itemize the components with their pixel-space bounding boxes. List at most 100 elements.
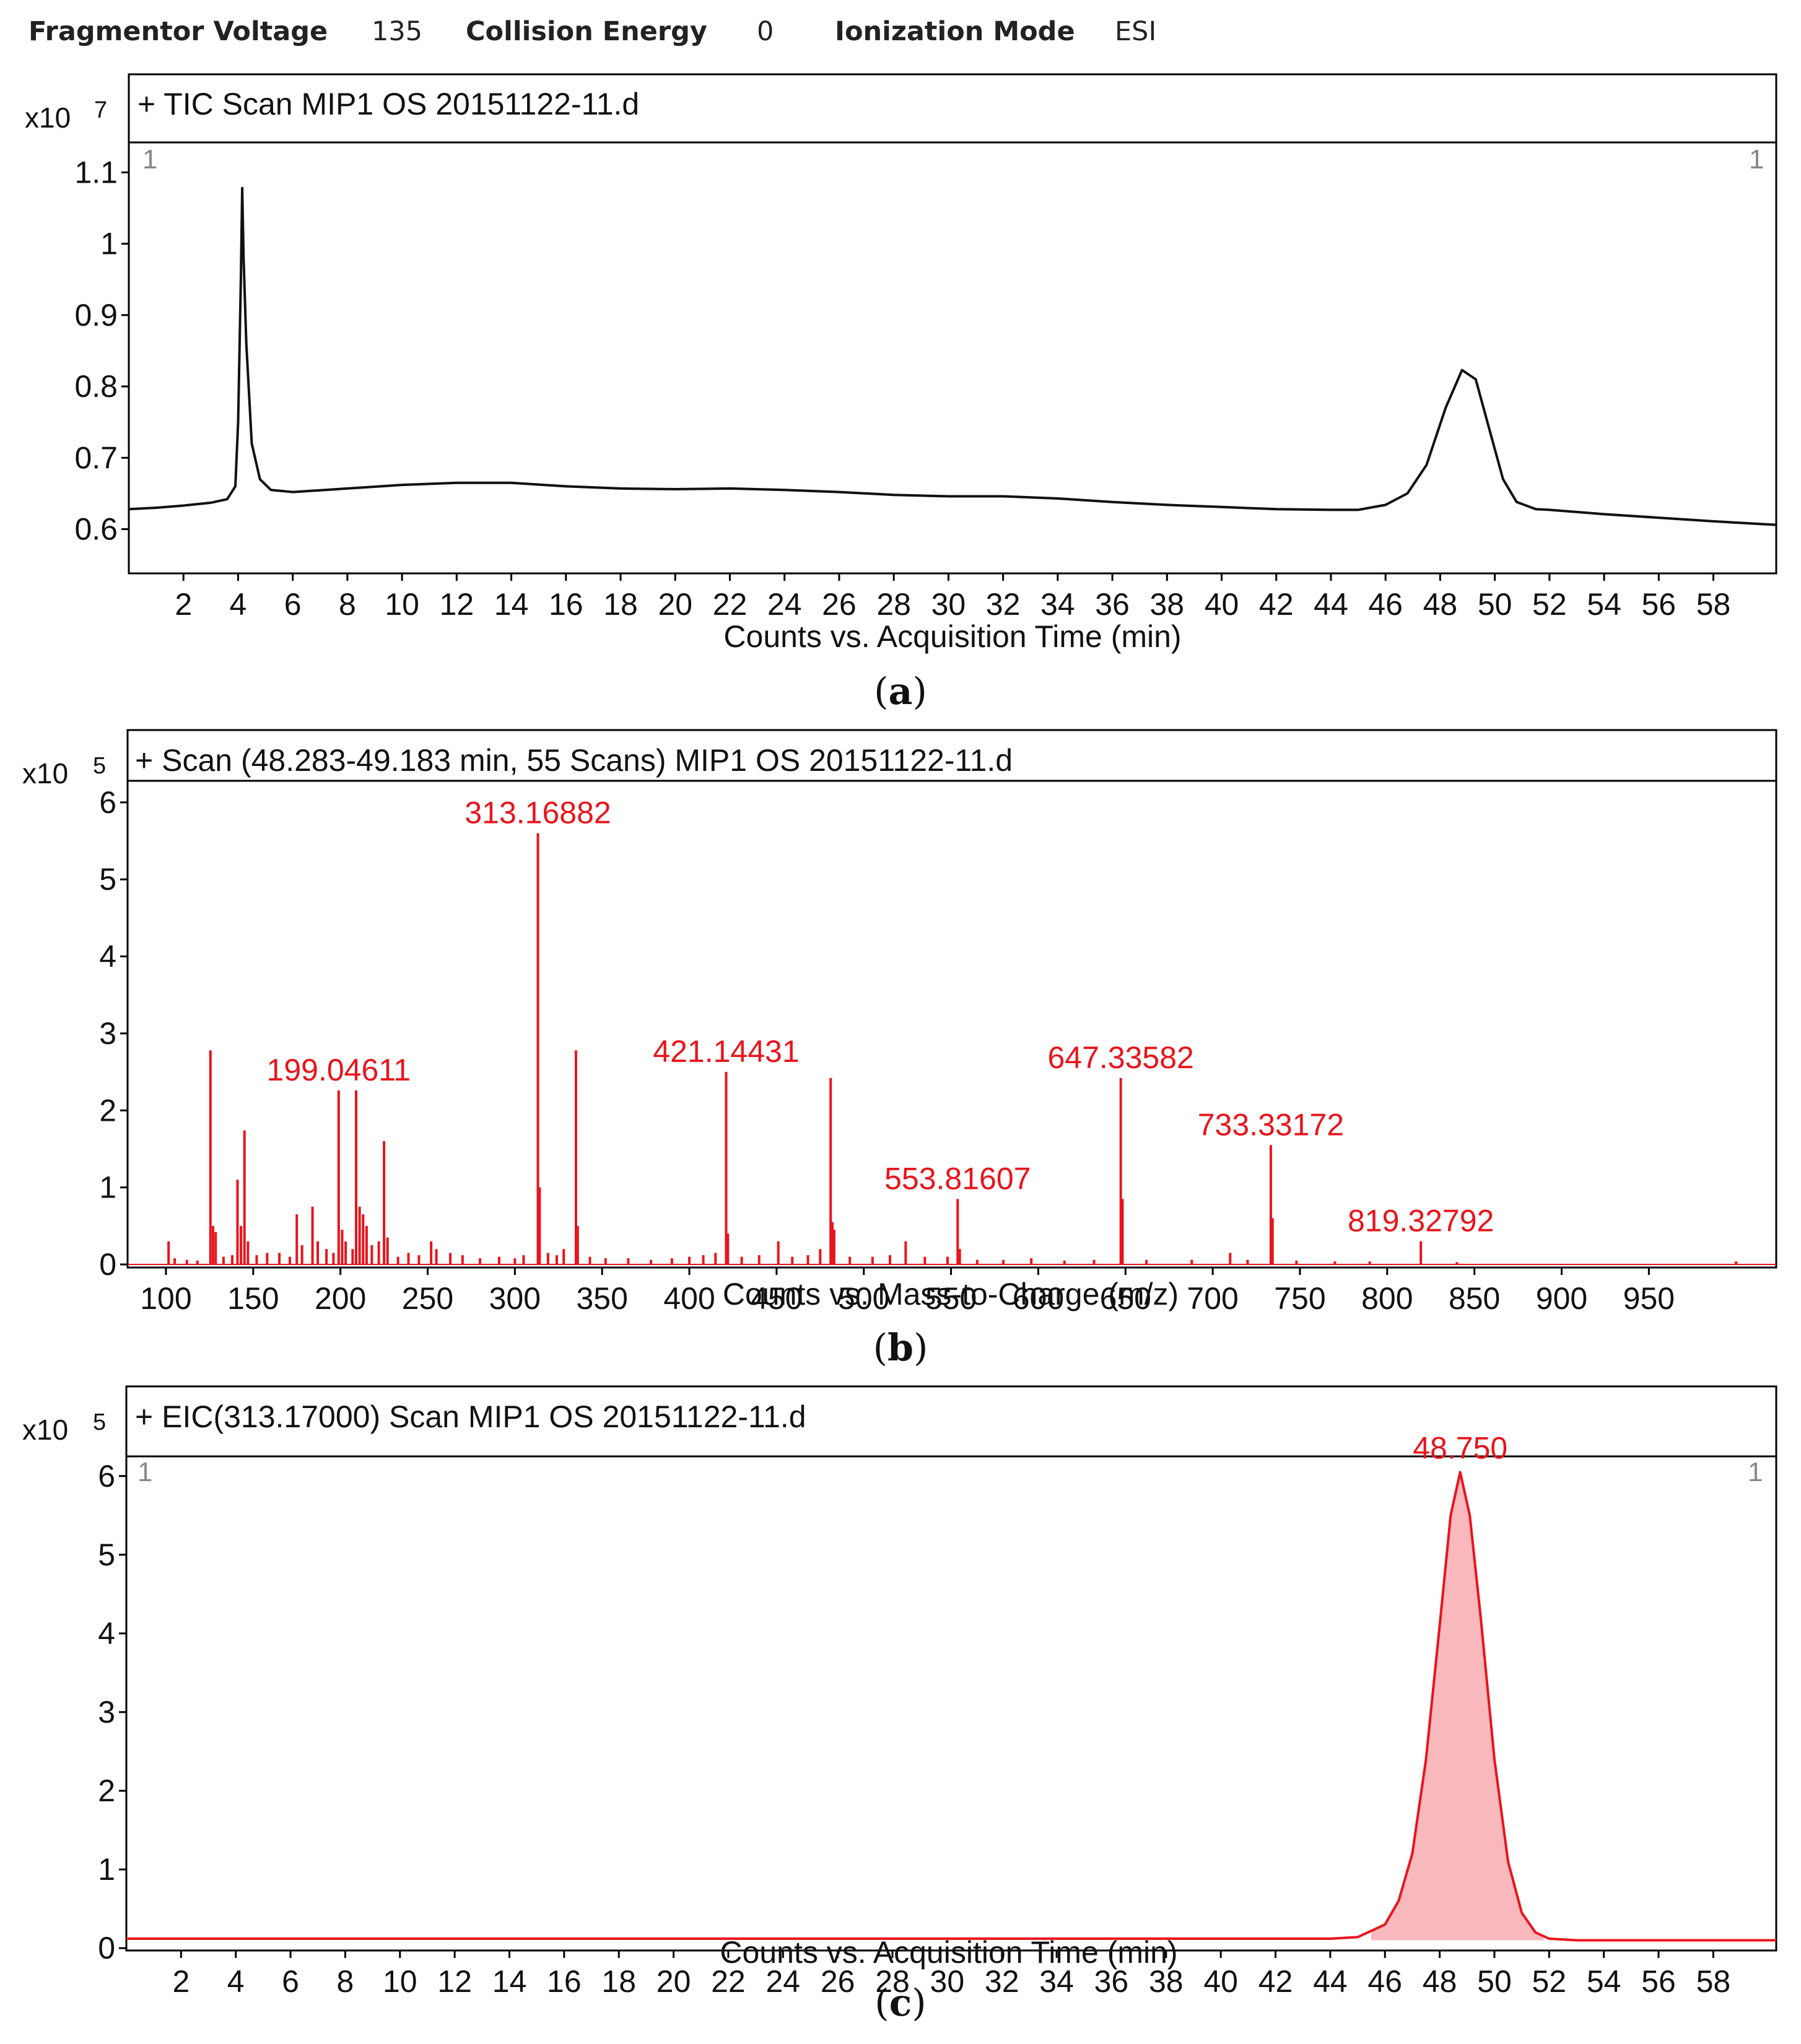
x-tick-label: 4 (227, 1964, 245, 1999)
x-axis-label: Counts vs. Acquisition Time (min) (720, 1935, 1177, 1970)
x-tick-label: 20 (658, 587, 692, 622)
peak-mz-label: 647.33582 (1047, 1040, 1193, 1075)
x-tick-label: 46 (1368, 587, 1403, 622)
x-tick-label: 34 (1040, 587, 1075, 622)
x-tick-label: 58 (1696, 587, 1731, 622)
x-tick-label: 14 (494, 587, 529, 622)
ionization-mode-value: ESI (1115, 16, 1157, 47)
x-tick-label: 48 (1423, 1964, 1457, 1999)
y-tick-label: 4 (99, 939, 116, 974)
fragmentor-voltage-value: 135 (372, 16, 423, 47)
x-tick-label: 750 (1274, 1281, 1325, 1316)
x-tick-label: 36 (1095, 587, 1130, 622)
x-tick-label: 150 (227, 1281, 279, 1316)
eic-series-line (126, 1471, 1776, 1942)
x-tick-label: 10 (383, 1964, 417, 1999)
x-tick-label: 400 (663, 1281, 715, 1316)
mass-spectrum-chart: + Scan (48.283-49.183 min, 55 Scans) MIP… (22, 729, 1777, 1316)
x-tick-label: 250 (402, 1281, 453, 1316)
x-tick-label: 34 (1039, 1964, 1074, 1999)
x-tick-label: 6 (282, 1964, 299, 1999)
peak-mz-label: 819.32792 (1348, 1204, 1494, 1238)
tic-series-line (128, 186, 1777, 526)
x-tick-label: 10 (385, 587, 419, 622)
peak-mz-label: 553.81607 (884, 1161, 1031, 1196)
x-axis-label: Counts vs. Mass-to-Charge (m/z) (723, 1277, 1179, 1311)
y-multiplier-exponent: 7 (94, 97, 107, 123)
x-tick-label: 30 (930, 1964, 965, 1999)
plot-frame (125, 1385, 1777, 1952)
x-tick-label: 38 (1149, 587, 1184, 622)
fragmentor-voltage-label: Fragmentor Voltage (28, 16, 328, 47)
x-tick-label: 8 (339, 587, 356, 622)
x-tick-label: 24 (765, 1964, 800, 1999)
caption-a: (a) (874, 670, 927, 713)
x-tick-label: 22 (711, 1964, 746, 1999)
x-tick-label: 20 (656, 1964, 691, 1999)
y-multiplier-base: x10 (22, 757, 68, 789)
x-tick-label: 8 (337, 1964, 354, 1999)
collision-energy-value: 0 (757, 16, 774, 47)
x-tick-label: 16 (547, 1964, 582, 1999)
collision-energy-label: Collision Energy (466, 16, 707, 47)
y-tick-label: 6 (99, 785, 116, 820)
x-tick-label: 300 (489, 1281, 541, 1316)
caption-c: (c) (874, 1981, 927, 2025)
x-tick-label: 50 (1478, 587, 1512, 622)
x-axis-label: Counts vs. Acquisition Time (min) (723, 619, 1181, 654)
panel-index-left: 1 (142, 144, 157, 175)
x-tick-label: 2 (175, 587, 192, 622)
y-tick-label: 1.1 (74, 155, 118, 189)
x-tick-label: 28 (875, 1964, 910, 1999)
x-tick-label: 58 (1696, 1964, 1731, 1999)
x-tick-label: 800 (1361, 1281, 1413, 1316)
chart-title: + EIC(313.17000) Scan MIP1 OS 20151122-1… (135, 1399, 806, 1434)
x-tick-label: 54 (1587, 1964, 1621, 1999)
ionization-mode-label: Ionization Mode (835, 16, 1075, 47)
x-tick-label: 32 (986, 587, 1021, 622)
x-tick-label: 26 (822, 587, 857, 622)
x-tick-label: 14 (492, 1964, 527, 1999)
peak-retention-time-label: 48.750 (1413, 1430, 1507, 1465)
x-tick-label: 22 (713, 587, 748, 622)
eic-chart: + EIC(313.17000) Scan MIP1 OS 20151122-1… (22, 1385, 1777, 1999)
y-tick-label: 1 (99, 1170, 116, 1205)
x-tick-label: 52 (1532, 1964, 1567, 1999)
x-tick-label: 46 (1367, 1964, 1402, 1999)
x-tick-label: 50 (1477, 1964, 1512, 1999)
y-tick-label: 0 (99, 1247, 116, 1282)
y-multiplier-exponent: 5 (93, 753, 106, 779)
plot-frame (128, 73, 1777, 575)
x-tick-label: 54 (1587, 587, 1621, 622)
caption-b: (b) (873, 1326, 928, 1370)
y-tick-label: 0.9 (74, 298, 118, 333)
eic-peak-area (1371, 1472, 1544, 1941)
y-tick-label: 1 (98, 1852, 115, 1887)
x-tick-label: 450 (751, 1281, 802, 1316)
x-tick-label: 48 (1423, 587, 1458, 622)
peak-mz-label: 199.04611 (267, 1053, 411, 1087)
x-tick-label: 12 (440, 587, 474, 622)
x-tick-label: 100 (140, 1281, 191, 1316)
y-tick-label: 2 (98, 1773, 115, 1808)
x-tick-label: 900 (1536, 1281, 1587, 1316)
x-tick-label: 500 (838, 1281, 889, 1316)
x-tick-label: 56 (1641, 1964, 1676, 1999)
tic-chart: + TIC Scan MIP1 OS 20151122-11.d x10 7 1… (25, 73, 1777, 654)
x-tick-label: 26 (821, 1964, 855, 1999)
x-tick-label: 950 (1623, 1281, 1675, 1316)
x-tick-label: 18 (603, 587, 638, 622)
x-tick-label: 4 (230, 587, 247, 622)
peak-mz-label: 313.16882 (464, 796, 611, 830)
x-tick-label: 38 (1149, 1964, 1184, 1999)
y-tick-label: 5 (99, 862, 116, 897)
x-tick-label: 24 (767, 587, 802, 622)
x-tick-label: 200 (315, 1281, 366, 1316)
panel-index-left: 1 (137, 1457, 152, 1487)
y-tick-label: 0.6 (74, 512, 118, 547)
x-tick-label: 650 (1100, 1281, 1151, 1316)
panel-index-right: 1 (1748, 1457, 1763, 1487)
y-multiplier-base: x10 (22, 1414, 68, 1446)
panel-index-right: 1 (1749, 144, 1764, 175)
chart-title: + Scan (48.283-49.183 min, 55 Scans) MIP… (135, 743, 1013, 778)
